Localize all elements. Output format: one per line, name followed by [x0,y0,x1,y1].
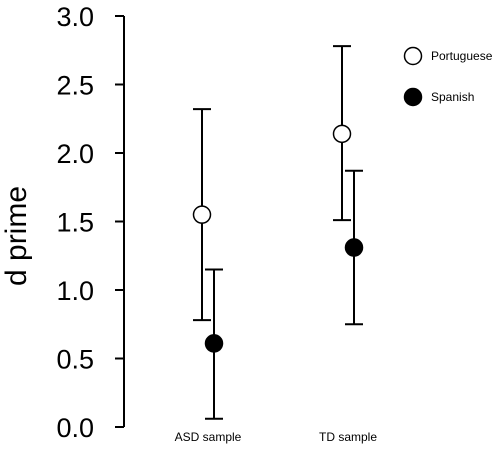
y-tick-label-3: 1.5 [56,208,94,238]
point-0-0 [192,205,212,224]
y-tick-label-1: 0.5 [56,345,94,375]
x-category-label-0: ASD sample [175,430,242,444]
point-1-0 [204,334,224,353]
data-points [192,124,364,353]
point-1-1 [344,238,364,257]
legend: Portuguese Spanish [403,46,493,107]
legend-marker-1 [403,87,423,107]
category-labels: ASD sample TD sample [175,430,378,444]
y-tick-label-0: 0.0 [56,413,94,443]
y-tick-label-5: 2.5 [56,71,94,101]
y-axis: 0.0 0.5 1.0 1.5 2.0 2.5 3.0 [56,2,125,443]
y-tick-label-6: 3.0 [56,2,94,32]
legend-label-1: Spanish [431,90,474,104]
legend-marker-0 [403,46,423,66]
x-category-label-1: TD sample [319,430,377,444]
y-tick-label-4: 2.0 [56,139,94,169]
y-tick-label-2: 1.0 [56,276,94,306]
y-axis-label: d prime [0,186,33,286]
legend-label-0: Portuguese [431,49,493,63]
error-bars [193,45,363,420]
point-0-1 [332,124,352,144]
